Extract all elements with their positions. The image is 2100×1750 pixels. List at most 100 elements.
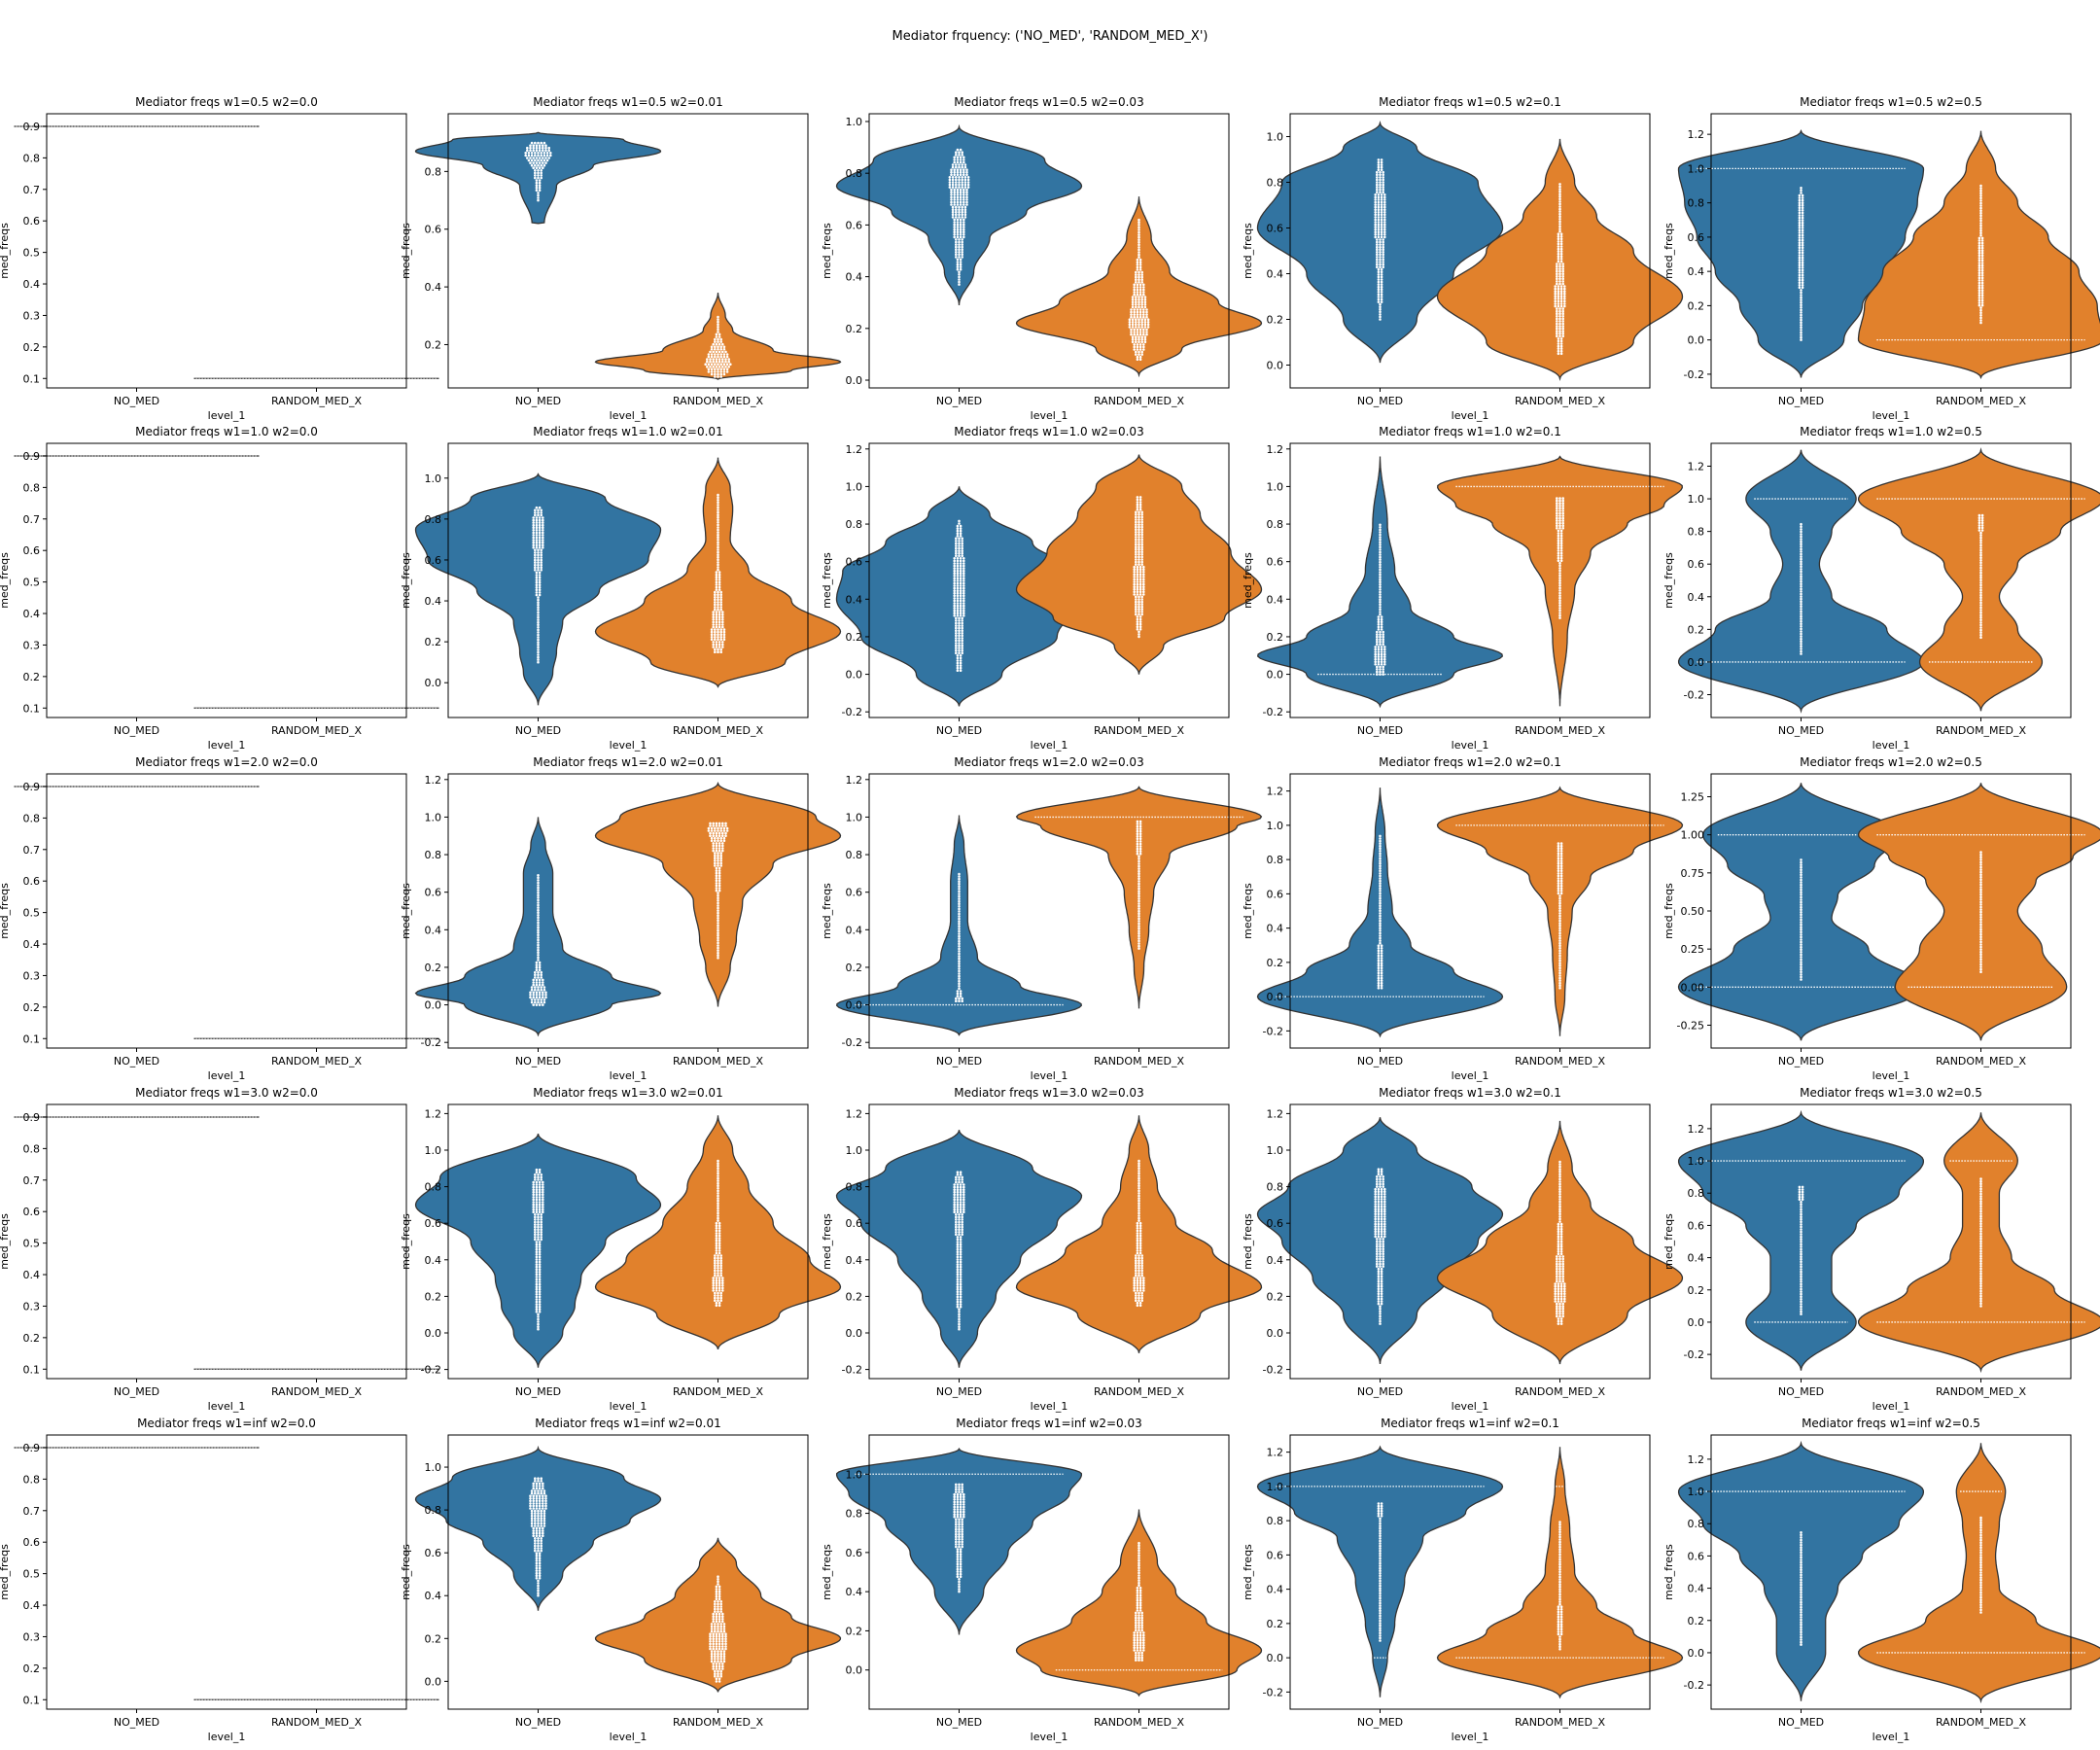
swarm-point bbox=[1798, 251, 1802, 255]
swarm-point bbox=[956, 1556, 960, 1558]
swarm-point bbox=[532, 1534, 535, 1537]
swarm-point bbox=[718, 615, 721, 619]
swarm-point bbox=[1383, 1187, 1386, 1191]
swarm-point bbox=[1558, 589, 1561, 592]
swarm-point bbox=[1377, 275, 1381, 279]
swarm-point bbox=[1135, 1624, 1138, 1628]
swarm-point bbox=[1145, 332, 1148, 336]
swarm-point bbox=[1979, 943, 1982, 946]
swarm-point bbox=[715, 578, 718, 581]
y-tick-label: 0.0 bbox=[1267, 1327, 1284, 1340]
swarm-point bbox=[717, 548, 719, 551]
swarm-point bbox=[1558, 1168, 1561, 1171]
y-tick-label: 0.0 bbox=[1267, 669, 1284, 682]
swarm-point bbox=[1133, 590, 1136, 594]
swarm-point bbox=[537, 653, 540, 656]
swarm-point bbox=[722, 839, 726, 843]
swarm-point bbox=[529, 146, 532, 150]
swarm-point bbox=[537, 1514, 540, 1518]
swarm-point bbox=[1138, 506, 1142, 508]
x-tick-label: NO_MED bbox=[1357, 1055, 1403, 1068]
swarm-point bbox=[1561, 277, 1564, 281]
swarm-point bbox=[1138, 1628, 1140, 1632]
y-tick-label: 0.8 bbox=[23, 152, 41, 164]
swarm-point bbox=[1140, 541, 1143, 543]
swarm-point bbox=[537, 603, 540, 607]
swarm-point bbox=[953, 170, 956, 174]
swarm-point bbox=[1558, 207, 1561, 211]
swarm-point bbox=[535, 591, 539, 594]
swarm-point bbox=[714, 1652, 717, 1656]
swarm-point bbox=[962, 584, 965, 587]
swarm-point bbox=[1800, 967, 1802, 971]
swarm-point bbox=[1379, 844, 1382, 848]
swarm-point bbox=[1138, 1164, 1140, 1168]
swarm-point bbox=[1136, 615, 1139, 618]
swarm-point bbox=[715, 573, 718, 577]
swarm-point bbox=[544, 1499, 547, 1503]
swarm-point bbox=[710, 839, 714, 843]
swarm-point bbox=[537, 889, 540, 892]
swarm-point bbox=[1561, 516, 1564, 520]
swarm-point bbox=[959, 1565, 962, 1568]
swarm-point bbox=[1979, 1249, 1982, 1253]
swarm-point bbox=[1138, 305, 1140, 309]
swarm-point bbox=[1557, 1630, 1560, 1633]
swarm-point bbox=[1556, 269, 1558, 273]
swarm-point bbox=[1558, 1637, 1561, 1641]
y-tick-label: 0.8 bbox=[23, 812, 41, 824]
swarm-point bbox=[1138, 598, 1140, 601]
swarm-point bbox=[710, 1650, 714, 1653]
swarm-point bbox=[1140, 281, 1143, 284]
swarm-point bbox=[1979, 192, 1982, 194]
swarm-point bbox=[535, 1303, 539, 1306]
swarm-point bbox=[535, 521, 539, 524]
swarm-point bbox=[724, 1632, 727, 1635]
swarm-point bbox=[538, 181, 542, 185]
swarm-point bbox=[962, 191, 965, 193]
swarm-point bbox=[537, 615, 540, 619]
swarm-point bbox=[727, 360, 730, 364]
swarm-point bbox=[1136, 1232, 1139, 1235]
swarm-point bbox=[1980, 241, 1984, 245]
swarm-point bbox=[955, 165, 958, 169]
swarm-point bbox=[1379, 1631, 1382, 1635]
swarm-point bbox=[537, 563, 540, 567]
swarm-point bbox=[953, 1206, 956, 1208]
swarm-point bbox=[718, 1640, 721, 1643]
swarm-point bbox=[1978, 246, 1981, 250]
swarm-point bbox=[956, 524, 960, 528]
swarm-point bbox=[1377, 1208, 1381, 1210]
y-tick-label: 0.4 bbox=[425, 281, 442, 294]
swarm-point bbox=[962, 1515, 965, 1519]
swarm-point bbox=[1138, 593, 1142, 596]
swarm-point bbox=[535, 1571, 539, 1575]
swarm-point bbox=[1558, 1565, 1561, 1568]
swarm-point bbox=[1559, 287, 1563, 291]
swarm-point bbox=[1138, 1229, 1142, 1233]
swarm-point bbox=[717, 630, 719, 634]
swarm-point bbox=[532, 1497, 535, 1500]
axes-frame bbox=[1710, 442, 2072, 718]
swarm-point bbox=[1376, 262, 1379, 266]
swarm-point bbox=[1979, 1279, 1982, 1282]
y-tick-label: 0.7 bbox=[23, 184, 41, 196]
swarm-point bbox=[542, 534, 544, 537]
swarm-point bbox=[1379, 673, 1382, 676]
swarm-point bbox=[538, 521, 542, 524]
swarm-point bbox=[532, 1482, 535, 1486]
swarm-point bbox=[1978, 521, 1981, 525]
swarm-point bbox=[1140, 275, 1143, 279]
swarm-point bbox=[707, 370, 711, 373]
x-tick-label: RANDOM_MED_X bbox=[271, 1385, 362, 1398]
swarm-point bbox=[1377, 663, 1381, 666]
swarm-point bbox=[717, 1261, 719, 1265]
swarm-point bbox=[1980, 297, 1984, 299]
swarm-point bbox=[959, 1206, 962, 1208]
swarm-point bbox=[1379, 315, 1382, 319]
swarm-point bbox=[1561, 282, 1564, 286]
y-tick-label: 0.4 bbox=[846, 271, 863, 284]
swarm-point bbox=[1557, 339, 1560, 343]
swarm-point bbox=[1557, 1317, 1560, 1320]
swarm-point bbox=[961, 1178, 963, 1181]
